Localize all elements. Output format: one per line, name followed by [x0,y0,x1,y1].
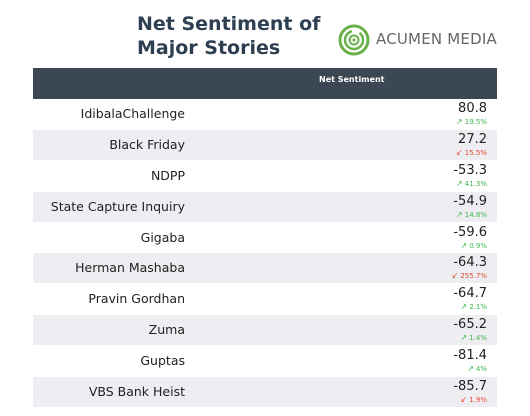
table-row: Pravin Gordhan -64.7 ↗ 2.1% [33,284,497,316]
change-percent: 1.4% [469,334,487,343]
page-title: Net Sentiment of Major Stories [137,12,320,60]
table-header: Net Sentiment [33,68,497,99]
story-name: State Capture Inquiry [50,198,185,214]
sentiment-change: ↗ 14.8% [456,210,487,220]
table-row: VBS Bank Heist -85.7 ↙ 1.9% [33,377,497,408]
table-row: Guptas -81.4 ↗ 4% [33,346,497,378]
arrow-up-right-icon: ↗ [456,178,463,188]
sentiment-value: 27.2 [458,131,487,147]
sentiment-change: ↗ 1.4% [461,333,488,343]
arrow-down-left-icon: ↙ [460,395,468,405]
sentiment-value: -59.6 [453,224,487,240]
table-row: NDPP -53.3 ↗ 41.3% [33,161,497,192]
table-body: IdibalaChallenge 80.8 ↗ 19.5% Black Friday 27… [33,99,497,408]
sentiment-value: -65.2 [453,317,487,333]
arrow-up-right-icon: ↗ [460,333,468,343]
column-header: Net Sentiment [319,75,385,84]
title-line-1: Net Sentiment of [137,13,321,35]
sentiment-change: ↗ 0.9% [461,241,488,251]
story-name: IdibalaChallenge [80,106,185,121]
story-name: Black Friday [109,136,185,152]
story-name: Guptas [140,353,185,369]
story-name: VBS Bank Heist [88,384,185,400]
change-percent: 0.9% [469,241,487,250]
arrow-up-right-icon: ↗ [456,117,463,126]
change-percent: 19.5% [464,118,487,126]
change-percent: 41.3% [464,179,487,188]
arrow-up-right-icon: ↗ [460,240,468,250]
sentiment-value: 80.8 [458,101,487,116]
acumen-spiral-logo-icon [338,24,370,56]
story-name: Zuma [148,322,185,338]
story-name: Pravin Gordhan [88,291,185,307]
story-name: Gigaba [140,229,185,245]
arrow-down-left-icon: ↙ [451,271,459,281]
sentiment-value: -81.4 [453,348,487,364]
table-row: Herman Mashaba -64.3 ↙ 255.7% [33,253,497,285]
sentiment-change: ↗ 2.1% [461,302,488,312]
sentiment-change: ↙ 1.9% [461,395,488,405]
table-row: Zuma -65.2 ↗ 1.4% [33,315,497,347]
arrow-up-right-icon: ↗ [460,302,468,312]
sentiment-value: -64.7 [453,286,487,302]
table-row: IdibalaChallenge 80.8 ↗ 19.5% [33,99,497,130]
title-line-2: Major Stories [137,37,281,59]
sentiment-value: -53.3 [453,162,487,178]
change-percent: 2.1% [469,303,487,312]
table-row: State Capture Inquiry -54.9 ↗ 14.8% [33,191,497,223]
change-percent: 14.8% [464,210,487,219]
logo-text: ACUMEN MEDIA [376,30,497,48]
change-percent: 255.7% [460,272,487,281]
arrow-up-right-icon: ↗ [456,209,463,219]
acumen-logo: ACUMEN MEDIA [338,24,498,56]
sentiment-table: Net Sentiment IdibalaChallenge 80.8 ↗ 19.5%… [33,68,497,408]
sentiment-value: -64.3 [453,255,487,271]
sentiment-change: ↙ 255.7% [452,271,487,281]
sentiment-value: -85.7 [453,379,487,395]
table-row: Black Friday 27.2 ↙ 15.5% [33,129,497,161]
arrow-up-right-icon: ↗ [467,364,474,374]
sentiment-change: ↗ 4% [467,364,487,374]
sentiment-change: ↗ 19.5% [456,117,487,127]
story-name: NDPP [150,167,185,183]
sentiment-value: -54.9 [453,193,487,209]
change-percent: 4% [475,365,487,374]
change-percent: 1.9% [469,396,487,405]
change-percent: 15.5% [464,148,487,157]
table-row: Gigaba -59.6 ↗ 0.9% [33,223,497,254]
sentiment-change: ↙ 15.5% [456,148,487,158]
story-name: Herman Mashaba [75,260,185,276]
sentiment-change: ↗ 41.3% [456,179,487,189]
arrow-down-left-icon: ↙ [456,147,463,157]
